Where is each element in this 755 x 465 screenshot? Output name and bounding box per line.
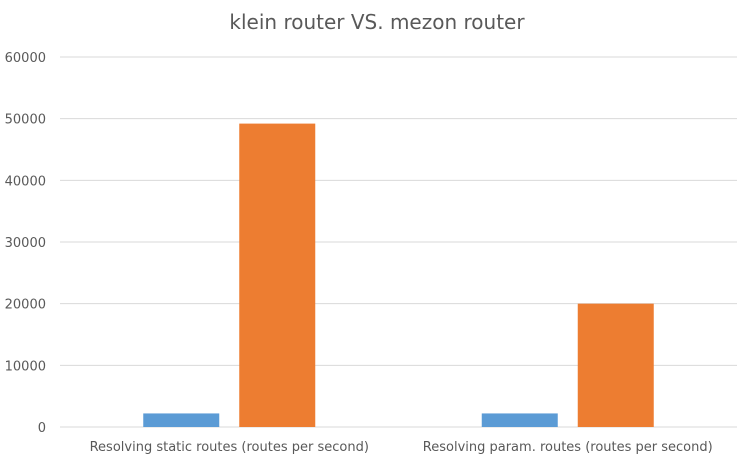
x-axis-categories: Resolving static routes (routes per seco… bbox=[90, 440, 713, 455]
y-tick-label: 10000 bbox=[5, 359, 46, 374]
y-tick-label: 60000 bbox=[5, 51, 46, 66]
y-tick-label: 30000 bbox=[5, 236, 46, 251]
bar-series-2-cat-1 bbox=[239, 123, 316, 427]
bars bbox=[143, 123, 654, 427]
bar-series-1-cat-2 bbox=[481, 413, 558, 427]
y-tick-label: 50000 bbox=[5, 113, 46, 128]
x-category-label: Resolving param. routes (routes per seco… bbox=[423, 440, 713, 455]
y-axis-ticks: 0 10000 20000 30000 40000 50000 60000 bbox=[5, 51, 46, 436]
gridlines bbox=[60, 56, 737, 428]
x-category-label: Resolving static routes (routes per seco… bbox=[90, 440, 369, 455]
bar-series-1-cat-1 bbox=[143, 413, 220, 427]
chart-title: klein router VS. mezon router bbox=[229, 10, 525, 34]
y-tick-label: 20000 bbox=[5, 298, 46, 313]
y-tick-label: 40000 bbox=[5, 174, 46, 189]
y-tick-label: 0 bbox=[38, 421, 46, 436]
bar-series-2-cat-2 bbox=[577, 303, 654, 427]
